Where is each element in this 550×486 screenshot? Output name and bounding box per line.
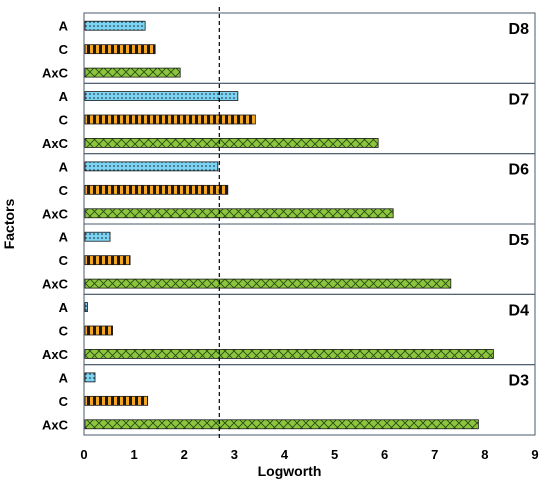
bar-d7-c — [84, 114, 256, 125]
bar-d3-a — [84, 372, 96, 383]
factor-label-d3-c: C — [59, 394, 69, 409]
bar-d8-axc — [84, 67, 181, 78]
x-tick-label-2: 2 — [181, 447, 188, 462]
x-tick-label-9: 9 — [531, 447, 538, 462]
factor-label-d6-axc: AxC — [42, 206, 69, 221]
y-axis-title: Factors — [1, 199, 17, 250]
bar-d8-c — [84, 44, 156, 55]
factor-label-d8-c: C — [59, 42, 69, 57]
bar-d7-a — [84, 91, 239, 101]
bar-d8-a — [84, 20, 146, 31]
panel-title-d5: D5 — [509, 232, 530, 249]
panel-title-d4: D4 — [509, 302, 530, 319]
factor-label-d8-axc: AxC — [42, 66, 69, 81]
bar-d5-a — [84, 231, 111, 242]
factor-label-d5-axc: AxC — [42, 277, 69, 292]
x-tick-label-3: 3 — [231, 447, 238, 462]
factor-label-d3-a: A — [59, 370, 69, 385]
factor-label-d7-a: A — [59, 89, 69, 104]
x-tick-label-5: 5 — [331, 447, 338, 462]
bar-d5-c — [84, 255, 131, 266]
panel-frame-d3 — [83, 364, 536, 436]
bar-d4-axc — [84, 349, 494, 359]
bar-d4-c — [84, 325, 113, 336]
x-tick-label-8: 8 — [481, 447, 488, 462]
factor-label-d4-c: C — [59, 324, 69, 339]
bar-d6-c — [84, 184, 229, 195]
bar-d3-c — [84, 395, 149, 406]
factor-label-d7-axc: AxC — [42, 136, 69, 151]
factor-label-d7-c: C — [59, 113, 69, 128]
x-tick-label-4: 4 — [281, 447, 289, 462]
factor-label-d4-axc: AxC — [42, 347, 69, 362]
panel-title-d3: D3 — [509, 373, 530, 390]
x-tick-label-7: 7 — [431, 447, 438, 462]
factor-label-d6-c: C — [59, 183, 69, 198]
plot-area: D8ACAxCD7ACAxCD6ACAxCD5ACAxCD4ACAxCD3ACA… — [1, 7, 539, 479]
bar-d6-a — [84, 161, 219, 172]
factor-label-d3-axc: AxC — [42, 417, 69, 432]
x-axis-title: Logworth — [258, 463, 322, 479]
bar-d5-axc — [84, 278, 452, 289]
factor-label-d8-a: A — [59, 19, 69, 34]
factor-label-d4-a: A — [59, 300, 69, 315]
x-tick-label-0: 0 — [80, 447, 87, 462]
panel-title-d7: D7 — [509, 91, 530, 108]
x-tick-label-1: 1 — [130, 447, 137, 462]
x-tick-label-6: 6 — [381, 447, 388, 462]
bar-d6-axc — [84, 208, 394, 219]
panel-title-d8: D8 — [509, 21, 530, 38]
factor-label-d6-a: A — [59, 159, 69, 174]
factor-label-d5-c: C — [59, 253, 69, 268]
factor-label-d5-a: A — [59, 230, 69, 245]
panel-title-d6: D6 — [509, 162, 530, 179]
bar-d7-axc — [84, 138, 379, 148]
bar-d3-axc — [84, 419, 479, 430]
bar-d4-a — [84, 302, 88, 312]
